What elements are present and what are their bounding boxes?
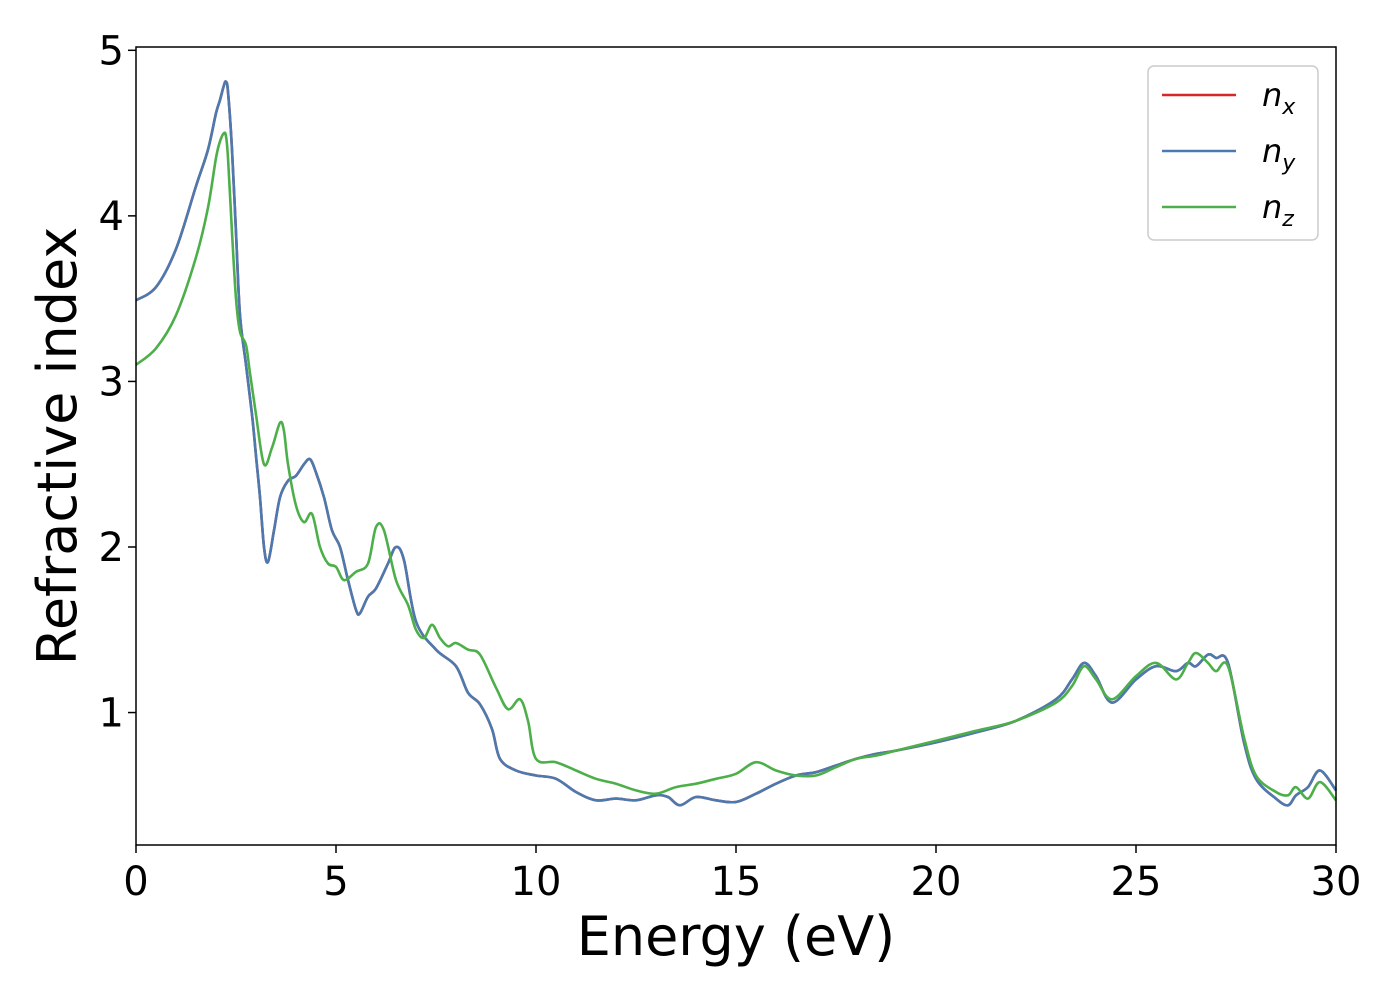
legend-label-n-y: ny [1262, 132, 1296, 176]
x-tick-label: 20 [911, 859, 962, 905]
x-axis-title: Energy (eV) [577, 905, 896, 968]
plot-lines [135, 80, 1338, 807]
x-axis-ticks: 0 5 10 15 20 25 30 [123, 845, 1361, 905]
y-tick-label: 2 [99, 525, 124, 571]
series-line-n-z [135, 131, 1338, 802]
y-tick-label: 3 [99, 359, 124, 405]
x-tick-label: 15 [711, 859, 762, 905]
series-line-n-y [135, 80, 1338, 807]
x-tick-label: 30 [1311, 859, 1362, 905]
y-axis-ticks: 1 2 3 4 5 [99, 28, 136, 737]
x-tick-label: 0 [123, 859, 148, 905]
legend-box [1147, 65, 1319, 241]
y-tick-label: 5 [99, 28, 124, 74]
y-axis-title: Refractive index [26, 227, 89, 666]
x-tick-label: 10 [511, 859, 562, 905]
x-tick-label: 5 [323, 859, 348, 905]
y-tick-label: 4 [99, 194, 124, 240]
y-tick-label: 1 [99, 691, 124, 737]
x-tick-label: 25 [1111, 859, 1162, 905]
legend-label-n-x: nx [1262, 76, 1296, 120]
